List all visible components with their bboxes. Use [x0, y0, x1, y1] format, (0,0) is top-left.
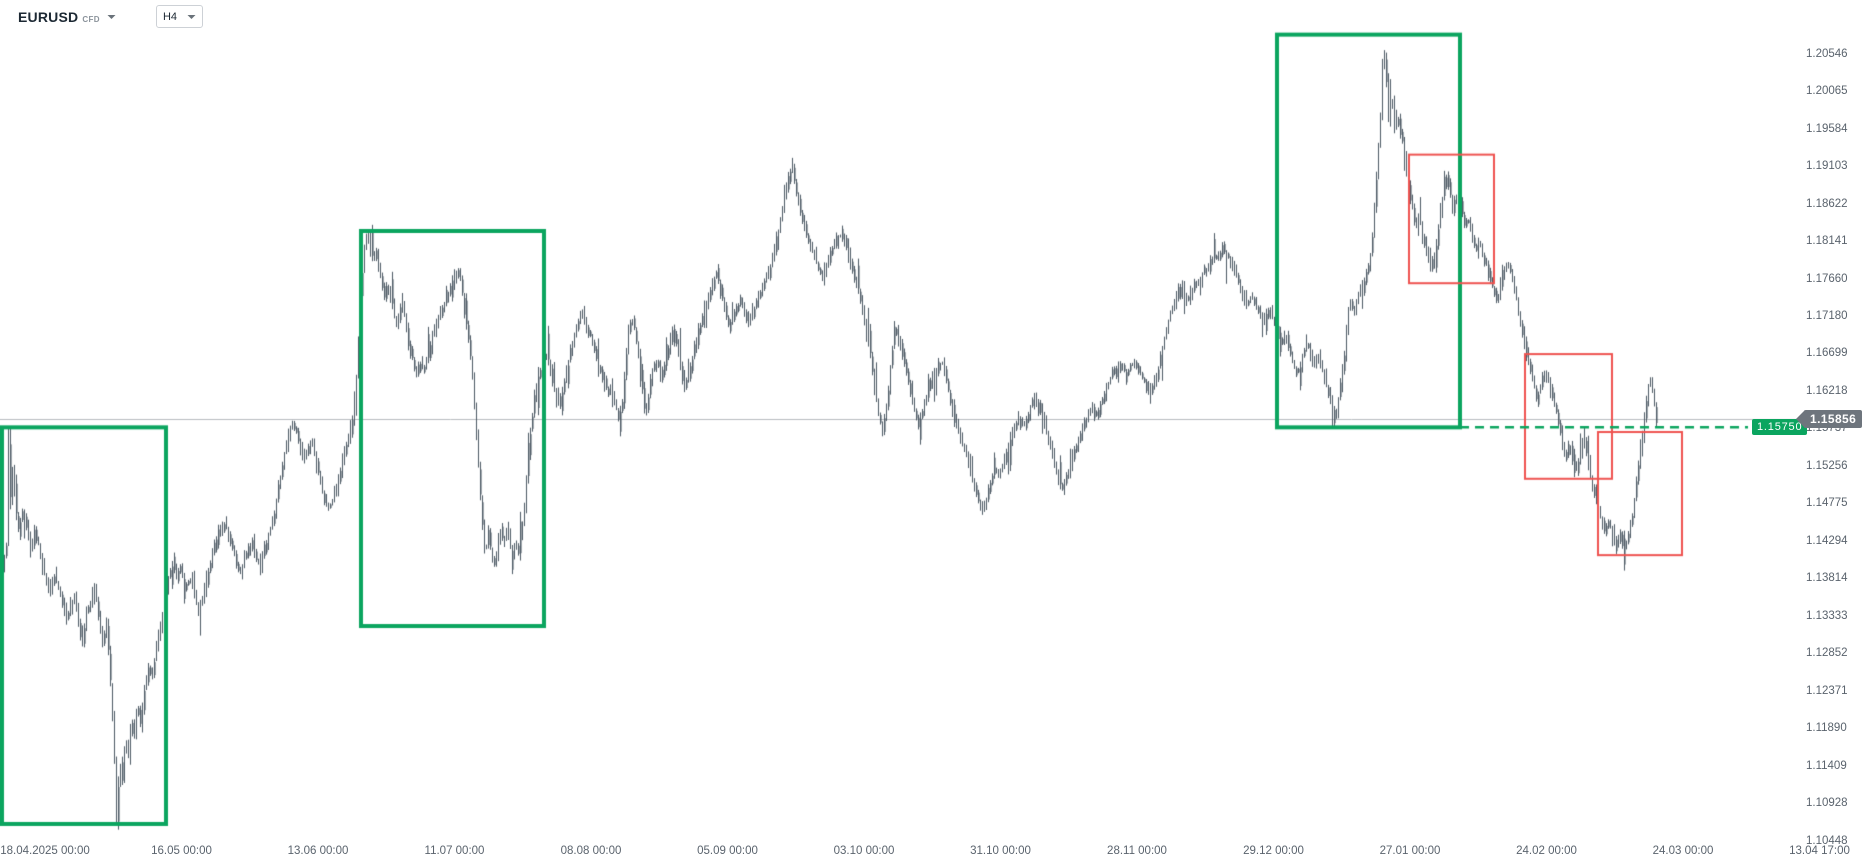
price-tick-label: 1.14775	[1806, 497, 1848, 510]
price-tick-label: 1.12852	[1806, 647, 1848, 660]
time-tick-label: 05.09 00:00	[697, 845, 758, 857]
price-tick-label: 1.19584	[1806, 122, 1848, 135]
time-tick-label: 03.10 00:00	[833, 845, 895, 857]
price-tick-label: 1.18141	[1806, 235, 1848, 247]
time-tick-label: 13.06 00:00	[287, 845, 349, 857]
price-tick-label: 1.10448	[1806, 834, 1848, 847]
timeframe-label: H4	[162, 10, 178, 23]
price-tick-label: 1.19103	[1806, 160, 1848, 173]
symbol-selector[interactable]: EURUSD CFD	[18, 9, 116, 25]
price-tick-label: 1.13333	[1806, 609, 1848, 622]
price-tick-label: 1.20546	[1806, 47, 1848, 60]
price-tick-label: 1.13814	[1806, 572, 1848, 585]
time-tick-label: 16.05 00:00	[151, 845, 212, 857]
time-tick-label: 29.12 00:00	[1243, 845, 1304, 857]
chevron-down-icon	[107, 14, 116, 20]
instrument-type-label: CFD	[82, 14, 100, 24]
time-tick-label: 08.08 00:00	[560, 845, 622, 857]
time-tick-label: 31.10 00:00	[970, 845, 1031, 857]
price-tick-label: 1.16699	[1806, 347, 1848, 360]
price-tick-label: 1.18622	[1806, 197, 1848, 210]
price-tick-label: 1.17180	[1806, 309, 1848, 322]
price-tick-label: 1.17660	[1806, 272, 1848, 285]
symbol-label: EURUSD	[18, 8, 79, 25]
current-price-value: 1.15856	[1810, 412, 1857, 427]
current-price-label: 1.15856	[1804, 410, 1863, 429]
time-tick-label: 28.11 00:00	[1107, 845, 1167, 857]
price-tick-label: 1.10928	[1806, 797, 1848, 810]
time-tick-label: 24.03 00:00	[1652, 845, 1714, 857]
price-tick-label: 1.12371	[1806, 684, 1848, 697]
time-tick-label: 11.07 00:00	[424, 845, 485, 857]
price-tick-label: 1.14294	[1806, 534, 1848, 547]
time-tick-label: 27.01 00:00	[1379, 845, 1441, 857]
price-tick-label: 1.16218	[1806, 384, 1848, 397]
time-tick-label: 18.04.2025 00:00	[0, 845, 90, 857]
chart-header: EURUSD CFD H4	[18, 5, 203, 28]
chevron-down-icon	[187, 14, 196, 20]
price-tick-label: 1.15256	[1806, 459, 1848, 472]
timeframe-select[interactable]: H4	[155, 5, 203, 28]
price-tick-label: 1.20065	[1806, 85, 1848, 98]
price-tick-label: 1.11409	[1806, 759, 1847, 772]
time-tick-label: 13.04 17:00	[1789, 845, 1850, 857]
time-tick-label: 24.02 00:00	[1516, 845, 1577, 857]
price-tick-label: 1.11890	[1806, 722, 1847, 735]
level-price-label: 1.15750	[1752, 419, 1808, 436]
